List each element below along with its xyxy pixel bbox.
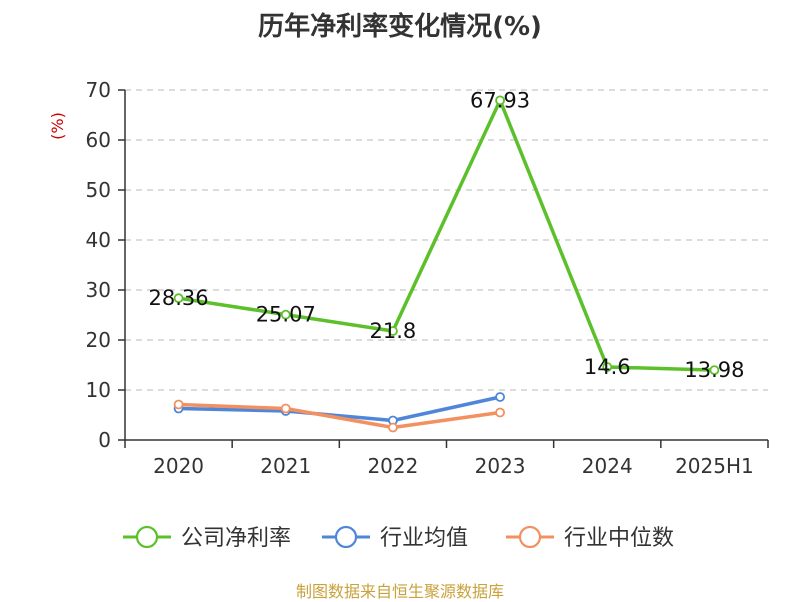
data-label: 21.8 — [370, 319, 417, 343]
x-tick-label: 2024 — [582, 454, 633, 478]
legend-marker — [334, 525, 358, 549]
data-point — [495, 392, 505, 402]
series-line-2 — [178, 402, 501, 430]
source-note: 制图数据来自恒生聚源数据库 — [295, 582, 504, 601]
x-tick-label: 2020 — [153, 454, 204, 478]
y-tick-label: 0 — [98, 428, 111, 452]
data-point — [388, 422, 398, 433]
y-tick-label: 30 — [86, 278, 111, 302]
data-label: 28.36 — [149, 286, 209, 310]
data-point — [709, 365, 720, 376]
data-point — [388, 326, 398, 336]
legend-label: 行业中位数 — [564, 526, 674, 551]
data-label: 14.6 — [584, 355, 631, 379]
data-labels: 28.36 25.07 21.8 67.93 14.6 13.98 — [149, 88, 745, 382]
legend-label: 公司净利率 — [181, 526, 291, 551]
data-point — [280, 309, 291, 320]
legend-marker — [135, 525, 159, 549]
gridlines — [125, 89, 768, 391]
data-point — [495, 95, 505, 106]
x-tick-label: 2025H1 — [675, 454, 754, 478]
y-axis-label: (%) — [48, 112, 67, 140]
chart-title: 历年净利率变化情况(%) — [258, 12, 542, 42]
x-tick-label: 2023 — [475, 454, 526, 478]
legend: 公司净利率 行业均值 行业中位数 — [123, 525, 674, 551]
y-tick-label: 50 — [86, 178, 111, 202]
y-tick-label: 10 — [86, 378, 111, 402]
y-tick-label: 40 — [86, 228, 111, 252]
x-axis: 2020 2021 2022 2023 2024 2025H1 — [124, 439, 769, 478]
data-label: 25.07 — [256, 303, 316, 327]
legend-label: 行业均值 — [380, 526, 468, 551]
series-group — [173, 95, 720, 433]
data-point — [280, 403, 291, 414]
data-point — [173, 399, 184, 410]
data-point — [602, 362, 613, 372]
data-label: 67.93 — [470, 88, 530, 112]
y-tick-label: 20 — [86, 328, 111, 352]
y-axis: 0 10 20 30 40 50 60 70 — [86, 78, 126, 452]
y-tick-label: 70 — [86, 78, 111, 102]
y-tick-label: 60 — [86, 128, 111, 152]
series-line-0 — [178, 98, 715, 372]
data-point — [495, 407, 505, 418]
series-line-1 — [178, 395, 501, 423]
data-label: 13.98 — [684, 358, 744, 382]
legend-marker — [518, 525, 542, 549]
data-point — [173, 293, 184, 304]
x-tick-label: 2021 — [260, 454, 311, 478]
x-tick-label: 2022 — [367, 454, 418, 478]
